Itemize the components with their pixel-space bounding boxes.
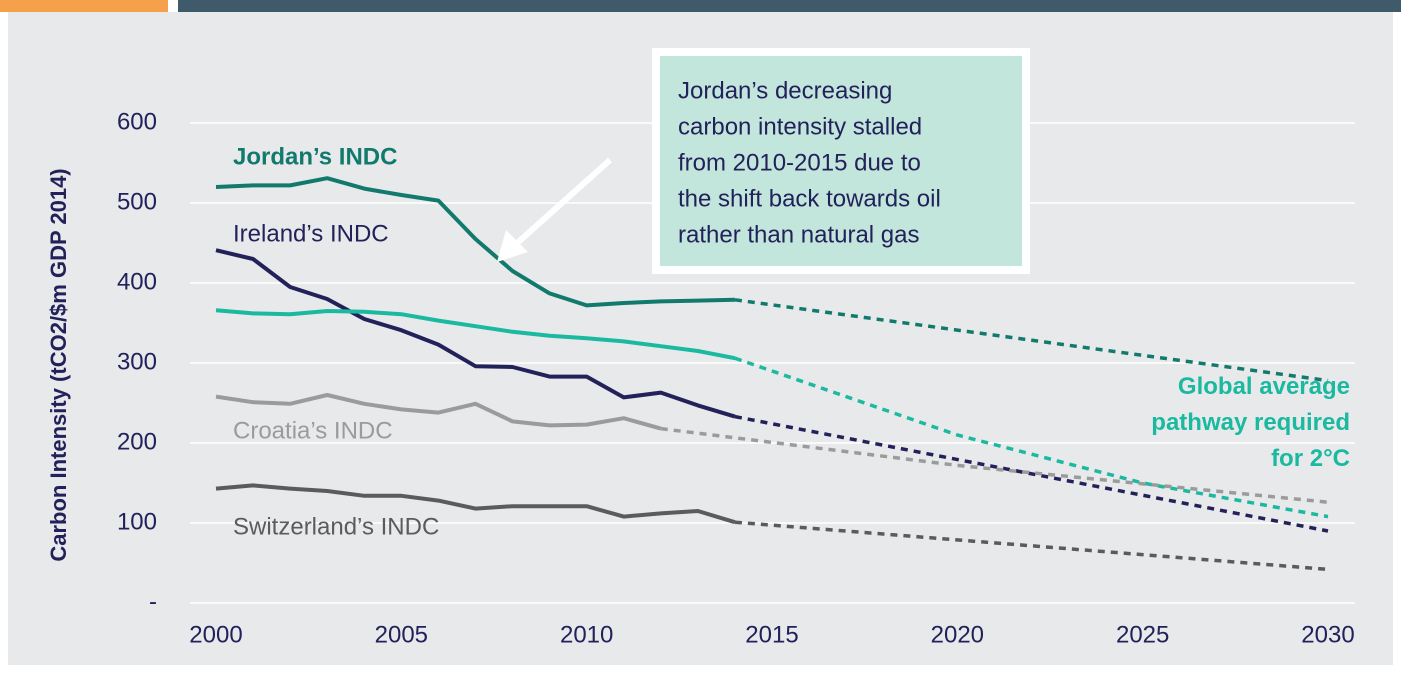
series-line bbox=[215, 483, 736, 525]
top-accent bbox=[0, 0, 168, 12]
series-label: Global average pathway required for 2°C bbox=[1151, 373, 1350, 472]
annotation-text: from 2010-2015 due to bbox=[678, 149, 921, 176]
series-line bbox=[215, 393, 662, 431]
x-tick-label: 2005 bbox=[375, 621, 428, 648]
x-tick-label: 2020 bbox=[931, 621, 984, 648]
y-tick-label: 400 bbox=[117, 268, 157, 295]
annotation-text: Jordan’s decreasing bbox=[678, 77, 892, 104]
y-tick-label: 200 bbox=[117, 428, 157, 455]
projection-line bbox=[734, 520, 1329, 572]
annotation-box bbox=[652, 48, 1030, 274]
y-tick-label: - bbox=[149, 588, 157, 615]
y-tick-label: 300 bbox=[117, 348, 157, 375]
y-tick-label: 100 bbox=[117, 508, 157, 535]
x-tick-label: 2010 bbox=[560, 621, 613, 648]
series-label: Jordan’s INDC bbox=[233, 143, 397, 170]
annotation-text: the shift back towards oil bbox=[678, 185, 941, 212]
x-tick-label: 2030 bbox=[1301, 621, 1354, 648]
series-line bbox=[215, 248, 736, 419]
y-tick-label: 600 bbox=[117, 108, 157, 135]
x-tick-label: 2025 bbox=[1116, 621, 1169, 648]
arrow-shaft bbox=[512, 157, 613, 248]
projection-line bbox=[734, 414, 1329, 533]
projection-line bbox=[734, 356, 1329, 519]
y-tick-label: 500 bbox=[117, 188, 157, 215]
projection-line bbox=[660, 426, 1329, 504]
annotation-text: rather than natural gas bbox=[678, 221, 920, 248]
x-tick-label: 2015 bbox=[745, 621, 798, 648]
top-bar bbox=[178, 0, 1401, 12]
series-label: Ireland’s INDC bbox=[233, 220, 389, 247]
annotation-text: carbon intensity stalled bbox=[678, 113, 922, 140]
x-tick-label: 2000 bbox=[189, 621, 242, 648]
arrow-head bbox=[497, 230, 528, 262]
series-label: Switzerland’s INDC bbox=[233, 513, 439, 540]
projection-line bbox=[734, 298, 1329, 383]
y-axis-label: Carbon Intensity (tCO2/$m GDP 2014) bbox=[46, 168, 71, 561]
series-line bbox=[215, 308, 736, 361]
series-line bbox=[215, 176, 735, 308]
series-label: Croatia’s INDC bbox=[233, 417, 393, 444]
